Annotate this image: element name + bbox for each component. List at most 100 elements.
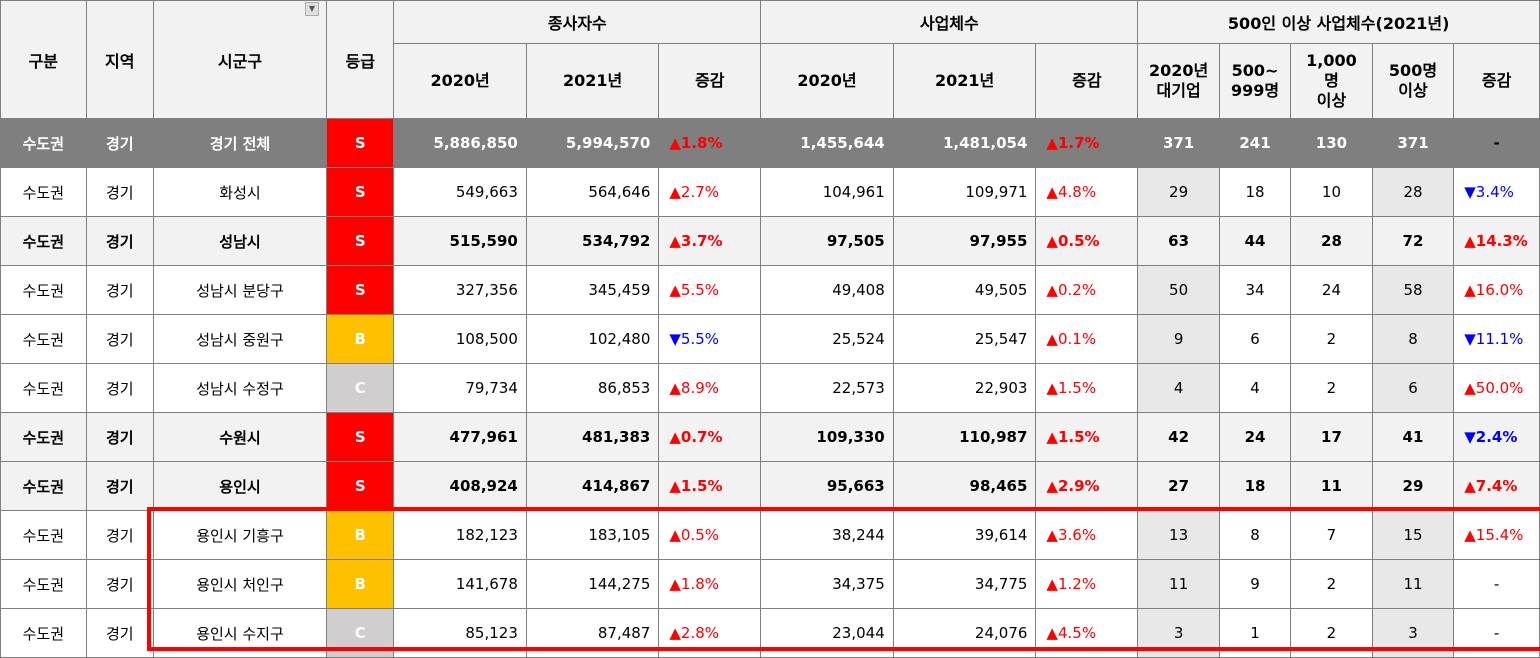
cell-biz2020: 34,375 — [760, 559, 894, 609]
cell-empChg: ▲3.7% — [658, 216, 762, 266]
cell-gubun-value: 수도권 — [22, 428, 64, 447]
filter-dropdown-icon[interactable]: ▼ — [305, 2, 319, 16]
cell-bizChg-value: ▲4.5% — [1046, 624, 1097, 642]
cell-biz2020-value: 23,044 — [832, 624, 885, 642]
cell-biz2020-value: 22,573 — [832, 379, 885, 397]
cell-grade: B — [326, 510, 395, 560]
cell-bizChg: ▲3.6% — [1035, 510, 1139, 560]
cell-lb500-value: 44 — [1244, 232, 1266, 250]
cell-bizChg-value: ▲2.9% — [1046, 477, 1100, 495]
cell-lb1000-value: 28 — [1321, 232, 1342, 250]
cell-emp2020: 327,356 — [393, 265, 527, 315]
cell-biz2020-value: 1,455,644 — [800, 134, 885, 152]
cell-district-value: 성남시 중원구 — [196, 330, 284, 349]
cell-biz2021-value: 39,614 — [974, 526, 1028, 544]
cell-biz2021-value: 98,465 — [969, 477, 1028, 495]
cell-emp2021-value: 414,867 — [582, 477, 651, 495]
cell-emp2020-value: 549,663 — [455, 183, 518, 201]
cell-emp2020-value: 182,123 — [455, 526, 518, 544]
cell-biz2020-value: 49,408 — [832, 281, 885, 299]
cell-lb500p-value: 15 — [1403, 526, 1423, 544]
cell-lb500p-value: 371 — [1397, 134, 1429, 152]
cell-lb1000: 2 — [1290, 363, 1373, 413]
cell-district: 용인시 수지구 — [152, 608, 328, 658]
cell-empChg: ▲8.9% — [658, 363, 762, 413]
cell-lbChg: - — [1453, 608, 1540, 658]
cell-region-value: 경기 — [105, 526, 134, 545]
cell-emp2021-value: 144,275 — [588, 575, 651, 593]
cell-lb1000-value: 17 — [1321, 428, 1342, 446]
cell-grade: S — [326, 412, 395, 462]
cell-lbChg-value: ▼11.1% — [1464, 330, 1524, 348]
cell-emp2020-value: 327,356 — [455, 281, 518, 299]
cell-region: 경기 — [85, 118, 154, 168]
header-gubun: 구분 — [0, 0, 87, 119]
cell-bizChg: ▲1.7% — [1035, 118, 1139, 168]
cell-gubun-value: 수도권 — [22, 624, 64, 643]
cell-district-value: 용인시 수지구 — [196, 624, 284, 643]
cell-biz2021-value: 1,481,054 — [942, 134, 1028, 152]
cell-region-value: 경기 — [105, 281, 134, 300]
cell-biz2021: 39,614 — [892, 510, 1037, 560]
cell-emp2021-value: 345,459 — [588, 281, 651, 299]
cell-lb2020-value: 11 — [1169, 575, 1189, 593]
table-row: 수도권 경기 용인시 수지구 C 85,123 87,487 ▲2.8% 23,044 24,0… — [0, 608, 1540, 658]
cell-lb2020-value: 371 — [1162, 134, 1195, 152]
cell-lbChg: ▼11.1% — [1453, 314, 1540, 364]
cell-empChg: ▲1.5% — [658, 461, 762, 511]
header-district[interactable]: 시군구 — [152, 0, 328, 119]
cell-lb1000: 24 — [1290, 265, 1373, 315]
cell-biz2020-value: 109,330 — [816, 428, 885, 446]
cell-lb2020-value: 13 — [1169, 526, 1189, 544]
cell-lb1000: 2 — [1290, 314, 1373, 364]
cell-biz2020: 38,244 — [760, 510, 894, 560]
cell-emp2021-value: 5,994,570 — [565, 134, 651, 152]
cell-grade-value: S — [354, 281, 366, 299]
cell-region-value: 경기 — [105, 183, 134, 202]
cell-region-value: 경기 — [105, 134, 134, 153]
cell-district: 성남시 분당구 — [152, 265, 328, 315]
cell-region-value: 경기 — [105, 379, 134, 398]
cell-gubun: 수도권 — [0, 559, 87, 609]
cell-empChg-value: ▲2.7% — [669, 183, 720, 201]
cell-district-value: 용인시 기흥구 — [196, 526, 284, 545]
cell-empChg: ▲0.7% — [658, 412, 762, 462]
cell-lb2020: 371 — [1137, 118, 1220, 168]
cell-lb1000: 28 — [1290, 216, 1373, 266]
cell-biz2020: 1,455,644 — [760, 118, 894, 168]
cell-lb1000-value: 2 — [1326, 379, 1337, 397]
cell-grade: B — [326, 314, 395, 364]
cell-empChg-value: ▼5.5% — [669, 330, 720, 348]
cell-lb500p: 371 — [1371, 118, 1455, 168]
cell-empChg-value: ▲3.7% — [669, 232, 723, 250]
cell-emp2021-value: 481,383 — [582, 428, 651, 446]
cell-biz2021: 109,971 — [892, 167, 1037, 217]
cell-biz2021: 22,903 — [892, 363, 1037, 413]
cell-lb1000-value: 7 — [1326, 526, 1337, 544]
cell-district: 용인시 기흥구 — [152, 510, 328, 560]
cell-gubun-value: 수도권 — [22, 330, 64, 349]
cell-emp2021: 564,646 — [525, 167, 660, 217]
cell-bizChg-value: ▲1.7% — [1046, 134, 1100, 152]
cell-lb2020-value: 29 — [1169, 183, 1189, 201]
header-lb-1000: 1,000명 이상 — [1290, 43, 1373, 119]
cell-lbChg: - — [1453, 118, 1540, 168]
cell-district-value: 성남시 — [219, 232, 261, 251]
cell-lb500-value: 1 — [1250, 624, 1260, 642]
cell-lbChg: ▲7.4% — [1453, 461, 1540, 511]
cell-lb1000-value: 10 — [1321, 183, 1341, 201]
cell-lbChg-value: ▼2.4% — [1464, 428, 1518, 446]
cell-emp2021-value: 102,480 — [588, 330, 651, 348]
cell-lbChg: ▼3.4% — [1453, 167, 1540, 217]
cell-empChg-value: ▲0.7% — [669, 428, 723, 446]
cell-lbChg-value: ▲15.4% — [1464, 526, 1524, 544]
cell-bizChg-value: ▲4.8% — [1046, 183, 1097, 201]
cell-lb500: 8 — [1218, 510, 1292, 560]
cell-lbChg-value: ▼3.4% — [1464, 183, 1514, 201]
cell-lb500: 24 — [1218, 412, 1292, 462]
cell-emp2021: 5,994,570 — [525, 118, 660, 168]
cell-emp2021: 481,383 — [525, 412, 660, 462]
cell-grade: S — [326, 265, 395, 315]
cell-bizChg-value: ▲0.2% — [1046, 281, 1097, 299]
